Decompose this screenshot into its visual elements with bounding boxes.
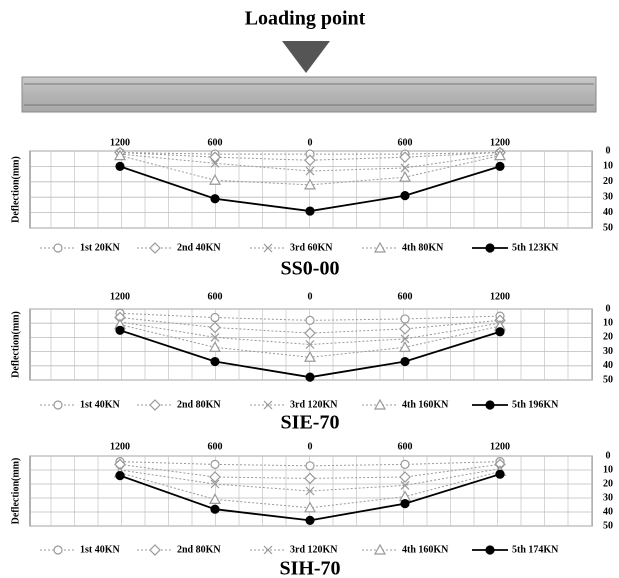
legend-label: 5th 174KN	[512, 544, 559, 555]
legend-label: 5th 123KN	[512, 242, 559, 253]
header-title: Loading point	[245, 8, 366, 30]
data-point	[496, 328, 504, 336]
data-point	[116, 472, 124, 480]
x-tick-label: 600	[208, 291, 223, 302]
legend-marker	[486, 401, 494, 409]
legend-label: 3rd 60KN	[290, 242, 333, 253]
legend-marker	[54, 401, 62, 409]
legend-label: 2nd 80KN	[177, 399, 221, 410]
y-tick-label: 20	[603, 332, 613, 343]
load-arrow	[282, 41, 330, 73]
legend-marker	[54, 244, 62, 252]
y-tick-label: 40	[603, 506, 613, 517]
x-tick-label: 1200	[110, 137, 130, 148]
legend-label: 2nd 40KN	[177, 242, 221, 253]
data-point	[401, 315, 409, 323]
legend-label: 4th 160KN	[402, 399, 449, 410]
data-point	[211, 460, 219, 468]
y-tick-label: 10	[603, 161, 613, 172]
y-axis-label: Deflection(mm)	[10, 311, 21, 378]
beam	[22, 77, 596, 112]
data-point	[306, 373, 314, 381]
legend-marker	[54, 546, 62, 554]
data-point	[211, 314, 219, 322]
x-tick-label: 0	[308, 137, 313, 148]
y-tick-label: 0	[606, 145, 611, 156]
y-tick-label: 30	[603, 492, 613, 503]
legend-label: 4th 80KN	[402, 242, 444, 253]
y-tick-label: 0	[606, 450, 611, 461]
y-tick-label: 50	[603, 222, 613, 233]
data-point	[496, 162, 504, 170]
data-point	[401, 460, 409, 468]
legend-label: 1st 40KN	[80, 399, 121, 410]
y-tick-label: 10	[603, 317, 613, 328]
x-tick-label: 600	[398, 441, 413, 452]
figure: Loading point 0 10 20 30 40 50 Deflection(mm) 1…	[0, 0, 619, 578]
y-tick-label: 20	[603, 176, 613, 187]
chart-title: SS0-00	[281, 258, 340, 280]
x-tick-label: 1200	[110, 441, 130, 452]
y-tick-label: 30	[603, 191, 613, 202]
legend-label: 3rd 120KN	[290, 544, 338, 555]
y-axis-label: Deflection(mm)	[10, 156, 21, 223]
y-tick-label: 40	[603, 207, 613, 218]
data-point	[306, 207, 314, 215]
y-tick-label: 50	[603, 520, 613, 531]
data-point	[306, 516, 314, 524]
legend-label: 3rd 120KN	[290, 399, 338, 410]
y-axis-label: Deflection(mm)	[10, 458, 21, 525]
data-point	[401, 192, 409, 200]
x-tick-label: 600	[398, 137, 413, 148]
x-tick-label: 1200	[110, 291, 130, 302]
chart-title: SIE-70	[281, 412, 340, 434]
legend-label: 1st 40KN	[80, 544, 121, 555]
x-tick-label: 600	[208, 137, 223, 148]
legend-marker	[150, 243, 160, 253]
legend-marker	[150, 400, 160, 410]
legend-label: 1st 20KN	[80, 242, 121, 253]
legend-label: 2nd 80KN	[177, 544, 221, 555]
legend-marker	[150, 545, 160, 555]
x-tick-label: 1200	[490, 291, 510, 302]
x-tick-label: 600	[398, 291, 413, 302]
x-tick-label: 1200	[490, 137, 510, 148]
x-tick-label: 600	[208, 441, 223, 452]
x-tick-label: 0	[308, 291, 313, 302]
y-tick-label: 20	[603, 478, 613, 489]
data-point	[116, 326, 124, 334]
y-tick-label: 50	[603, 374, 613, 385]
y-tick-label: 30	[603, 346, 613, 357]
legend-label: 4th 160KN	[402, 544, 449, 555]
data-point	[306, 462, 314, 470]
y-tick-label: 0	[606, 303, 611, 314]
legend-label: 5th 196KN	[512, 399, 559, 410]
y-tick-label: 40	[603, 360, 613, 371]
legend-marker	[486, 244, 494, 252]
chart-title: SIH-70	[279, 558, 340, 578]
x-tick-label: 1200	[490, 441, 510, 452]
data-point	[211, 195, 219, 203]
data-point	[306, 316, 314, 324]
data-point	[401, 500, 409, 508]
x-tick-label: 0	[308, 441, 313, 452]
data-point	[401, 358, 409, 366]
data-point	[496, 470, 504, 478]
data-point	[116, 162, 124, 170]
data-point	[211, 358, 219, 366]
y-tick-label: 10	[603, 464, 613, 475]
legend-marker	[486, 546, 494, 554]
data-point	[211, 505, 219, 513]
